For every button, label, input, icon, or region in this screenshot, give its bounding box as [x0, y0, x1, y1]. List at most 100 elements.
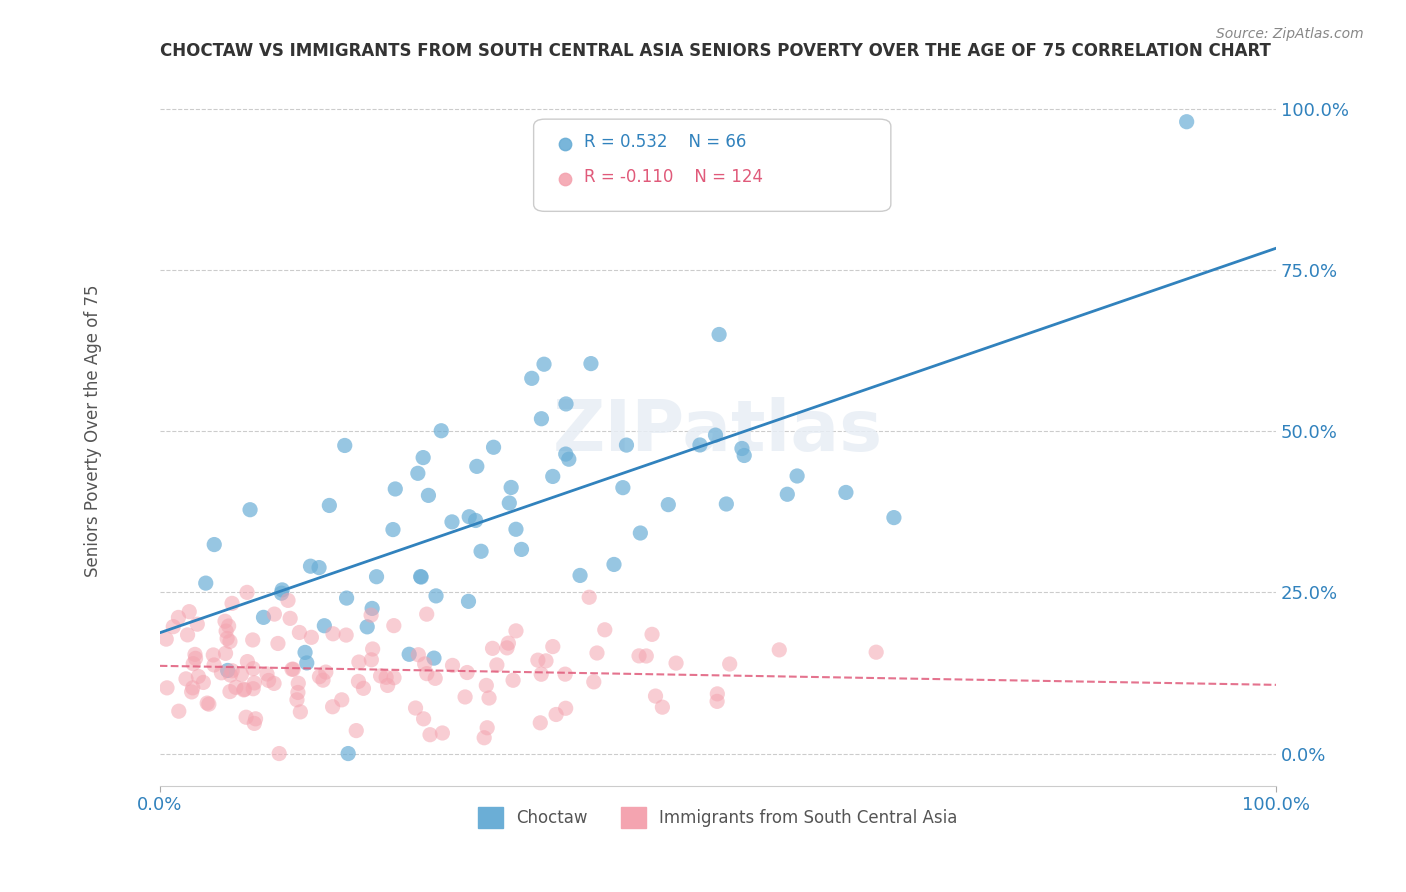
- Point: [312, 673, 335, 688]
- Point: [776, 487, 799, 501]
- Point: [529, 715, 551, 730]
- Point: [398, 647, 420, 661]
- Point: [219, 684, 242, 698]
- Point: [411, 570, 433, 584]
- Point: [464, 513, 486, 527]
- Point: [706, 687, 728, 701]
- Point: [418, 488, 440, 502]
- Point: [236, 585, 259, 599]
- Point: [409, 569, 432, 583]
- Point: [593, 623, 616, 637]
- Point: [628, 526, 651, 541]
- Point: [665, 656, 688, 670]
- Point: [718, 657, 741, 671]
- Point: [217, 664, 239, 678]
- Point: [423, 651, 446, 665]
- Point: [554, 701, 576, 715]
- Point: [245, 712, 267, 726]
- Point: [475, 678, 498, 692]
- Point: [768, 643, 790, 657]
- Point: [252, 610, 274, 624]
- Point: [219, 634, 242, 648]
- Point: [232, 682, 254, 697]
- Point: [636, 648, 658, 663]
- Point: [277, 593, 299, 607]
- Point: [366, 570, 388, 584]
- Point: [384, 482, 406, 496]
- Point: [167, 704, 190, 718]
- Point: [579, 357, 602, 371]
- Point: [475, 721, 498, 735]
- Point: [181, 681, 204, 695]
- Point: [425, 589, 447, 603]
- Point: [281, 662, 304, 676]
- Point: [360, 608, 382, 623]
- Point: [235, 710, 257, 724]
- Point: [361, 601, 384, 615]
- Point: [603, 558, 626, 572]
- Point: [193, 675, 215, 690]
- Point: [215, 624, 238, 638]
- Point: [299, 559, 322, 574]
- Point: [554, 163, 576, 178]
- Text: ZIPatlas: ZIPatlas: [553, 397, 883, 466]
- Point: [333, 438, 356, 452]
- Point: [202, 648, 225, 662]
- Point: [347, 655, 370, 669]
- Point: [287, 676, 309, 690]
- Point: [335, 628, 357, 642]
- Point: [233, 682, 256, 697]
- Point: [505, 522, 527, 536]
- Point: [498, 496, 520, 510]
- Point: [269, 747, 291, 761]
- Text: R = 0.532    N = 66: R = 0.532 N = 66: [583, 133, 747, 151]
- Point: [415, 607, 437, 622]
- Point: [184, 651, 207, 665]
- Point: [209, 665, 232, 680]
- Point: [336, 591, 359, 605]
- Point: [221, 596, 243, 610]
- Point: [356, 620, 378, 634]
- Point: [257, 673, 280, 688]
- Point: [704, 428, 727, 442]
- Point: [287, 685, 309, 699]
- Point: [456, 665, 478, 680]
- Point: [432, 726, 454, 740]
- Point: [344, 723, 367, 738]
- Point: [465, 459, 488, 474]
- Point: [242, 681, 264, 696]
- Point: [644, 689, 666, 703]
- Point: [419, 728, 441, 742]
- Point: [322, 699, 344, 714]
- Point: [370, 669, 392, 683]
- Point: [315, 665, 337, 679]
- Point: [181, 657, 204, 671]
- Point: [470, 544, 492, 558]
- Point: [612, 481, 634, 495]
- Point: [285, 693, 308, 707]
- Point: [377, 678, 399, 692]
- Point: [586, 646, 609, 660]
- Point: [382, 671, 405, 685]
- Point: [457, 594, 479, 608]
- Point: [472, 731, 495, 745]
- Point: [162, 620, 184, 634]
- Point: [337, 747, 360, 761]
- Point: [242, 662, 264, 676]
- Point: [533, 357, 555, 371]
- Point: [187, 669, 209, 683]
- Point: [221, 664, 243, 678]
- Point: [318, 499, 340, 513]
- Point: [198, 697, 221, 711]
- Point: [582, 674, 605, 689]
- Point: [485, 657, 508, 672]
- Point: [290, 705, 312, 719]
- Point: [1175, 114, 1198, 128]
- Text: Source: ZipAtlas.com: Source: ZipAtlas.com: [1216, 27, 1364, 41]
- Point: [295, 656, 318, 670]
- Point: [179, 605, 201, 619]
- Point: [454, 690, 477, 704]
- Point: [865, 645, 887, 659]
- Point: [308, 560, 330, 574]
- Point: [554, 195, 576, 210]
